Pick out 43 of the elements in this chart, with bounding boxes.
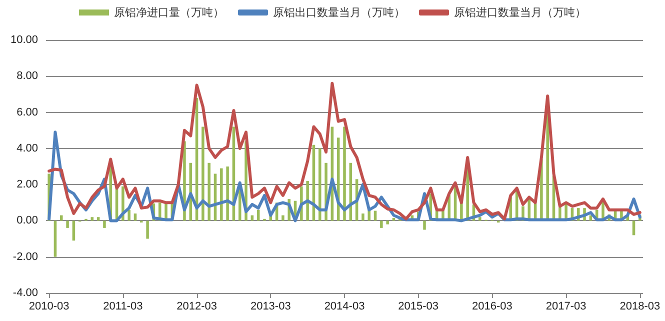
legend-label: 原铝出口数量当月（万吨）	[273, 6, 405, 19]
bar	[282, 215, 284, 221]
bar	[632, 220, 636, 236]
line-series	[48, 82, 642, 220]
x-tick-label: 2018-03	[620, 300, 660, 312]
bar	[386, 220, 389, 224]
bar	[380, 220, 383, 228]
x-tick-label: 2017-03	[546, 300, 586, 312]
bar	[478, 217, 482, 221]
bar	[202, 126, 204, 221]
x-tick-label: 2015-03	[398, 300, 439, 312]
bar	[423, 220, 426, 230]
legend-label: 原铝净进口量（万吨）	[114, 6, 224, 19]
bar	[368, 210, 371, 221]
y-tick-label: -2.00	[12, 250, 38, 263]
y-tick-label: 4.00	[16, 142, 38, 154]
bar	[208, 162, 210, 221]
bar	[54, 220, 57, 257]
x-tick-label: 2012-03	[176, 300, 217, 312]
bar	[220, 168, 223, 221]
y-tick-label: -4.00	[12, 287, 38, 299]
bar	[128, 210, 130, 221]
bar	[343, 126, 346, 221]
bar	[60, 215, 63, 221]
x-tick-label: 2010-03	[28, 300, 70, 312]
x-tick-label: 2011-03	[103, 300, 143, 312]
bar	[103, 220, 106, 228]
bar	[72, 220, 76, 241]
bar	[362, 213, 364, 221]
y-tick-label: 2.00	[16, 178, 38, 191]
x-tick-label: 2016-03	[472, 300, 512, 312]
y-tick-label: 0.00	[16, 214, 38, 227]
y-tick-label: 8.00	[16, 70, 38, 82]
bar	[226, 166, 229, 221]
legend-label: 原铝进口数量当月（万吨）	[454, 6, 586, 19]
bar	[318, 148, 322, 221]
bar	[66, 220, 69, 228]
bar	[306, 180, 309, 221]
x-tick-label: 2014-03	[324, 300, 365, 312]
y-tick-label: 10.00	[10, 34, 38, 46]
x-tick-label: 2013-03	[250, 300, 291, 312]
y-tick-label: 6.00	[16, 106, 38, 118]
bar	[146, 220, 149, 239]
